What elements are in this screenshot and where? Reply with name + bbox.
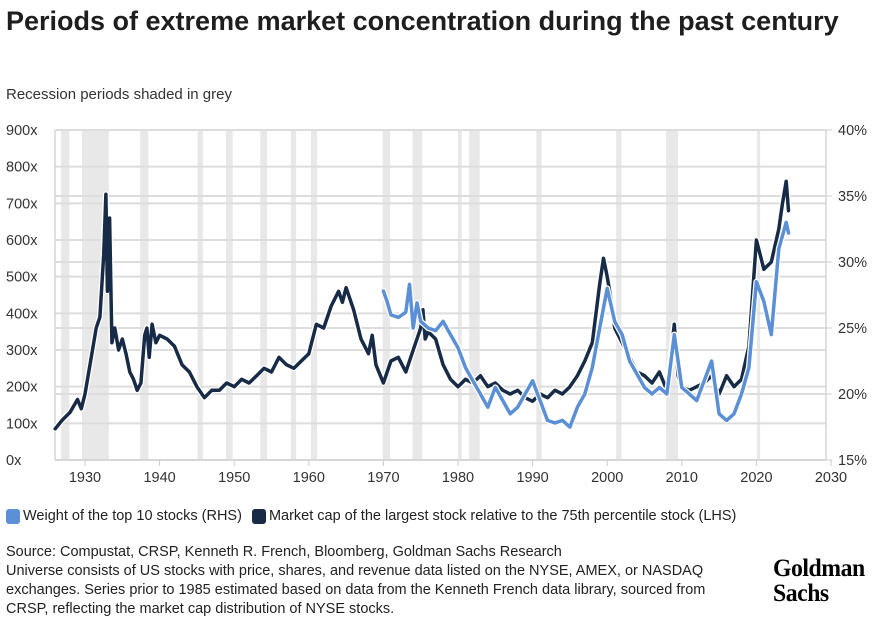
goldman-sachs-logo: Goldman Sachs [773, 556, 865, 606]
y-right-tick-label: 30% [838, 255, 867, 271]
legend-item-top10-weight[interactable]: Weight of the top 10 stocks (RHS) [6, 508, 242, 524]
gridlines [55, 129, 826, 461]
logo-line-2: Sachs [773, 580, 829, 607]
y-right-tick-label: 25% [838, 321, 867, 337]
recession-band [536, 130, 542, 460]
y-left-tick-label: 600x [6, 233, 38, 249]
y-left-tick-label: 700x [6, 196, 38, 212]
recession-band [225, 130, 233, 460]
y-left-tick-label: 400x [6, 306, 38, 322]
x-tick-label: 2020 [740, 470, 772, 486]
recession-band [469, 130, 480, 460]
methodology-note: Universe consists of US stocks with pric… [6, 563, 706, 617]
legend-item-largest-stock-ratio[interactable]: Market cap of the largest stock relative… [251, 508, 737, 524]
recession-band [412, 130, 423, 460]
legend-swatch-top10-weight [6, 508, 20, 524]
source-line: Source: Compustat, CRSP, Kenneth R. Fren… [6, 544, 562, 560]
y-left-tick-label: 900x [6, 123, 38, 139]
x-tick-label: 2010 [666, 470, 698, 486]
y-left-tick-label: 500x [6, 270, 38, 286]
recession-band [616, 130, 622, 460]
recession-band [61, 130, 70, 460]
y-left-tick-label: 800x [6, 160, 38, 176]
recession-band [260, 130, 268, 460]
recession-band [666, 130, 679, 460]
y-right-tick-label: 40% [838, 123, 867, 139]
y-left-tick-label: 0x [6, 453, 22, 469]
legend-label-largest-stock-ratio: Market cap of the largest stock relative… [268, 508, 737, 524]
y-left-tick-label: 300x [6, 343, 38, 359]
series-lines [52, 178, 792, 432]
x-tick-label: 2000 [591, 470, 623, 486]
x-tick-label: 1990 [516, 470, 548, 486]
series-line-largest-stock-ratio [53, 179, 791, 431]
recession-band [82, 130, 109, 460]
chart-title: Periods of extreme market concentration … [6, 6, 839, 36]
source-note: Source: Compustat, CRSP, Kenneth R. Fren… [6, 543, 751, 619]
x-tick-label: 1970 [367, 470, 399, 486]
legend-label-top10-weight: Weight of the top 10 stocks (RHS) [23, 508, 242, 524]
x-tick-label: 1940 [143, 470, 175, 486]
recession-band [311, 130, 318, 460]
x-tick-label: 1930 [69, 470, 101, 486]
y-right-tick-label: 35% [838, 189, 867, 205]
legend-swatch-largest-stock-ratio [251, 508, 266, 524]
recession-band [458, 130, 462, 460]
logo-line-1: Goldman [773, 555, 865, 582]
x-tick-label: 1950 [218, 470, 250, 486]
y-left-tick-label: 200x [6, 380, 38, 396]
y-left-tick-label: 100x [6, 416, 38, 432]
x-tick-label: 1980 [442, 470, 474, 486]
recession-band [140, 130, 149, 460]
chart-area: 1930 1940 1950 1960 1970 1980 1990 2000 2010 2020… [6, 123, 867, 486]
recession-band [197, 130, 203, 460]
x-tick-label: 1960 [293, 470, 325, 486]
recession-band [290, 130, 297, 460]
series-line-top10-weight [381, 220, 791, 429]
axes: 1930 1940 1950 1960 1970 1980 1990 2000 2010 2020… [6, 123, 867, 486]
x-tick-label: 2030 [815, 470, 847, 486]
y-right-tick-label: 20% [838, 387, 867, 403]
y-right-tick-label: 15% [838, 453, 867, 469]
legend: Weight of the top 10 stocks (RHS) Market… [6, 508, 736, 524]
chart-subtitle: Recession periods shaded in grey [6, 86, 232, 103]
